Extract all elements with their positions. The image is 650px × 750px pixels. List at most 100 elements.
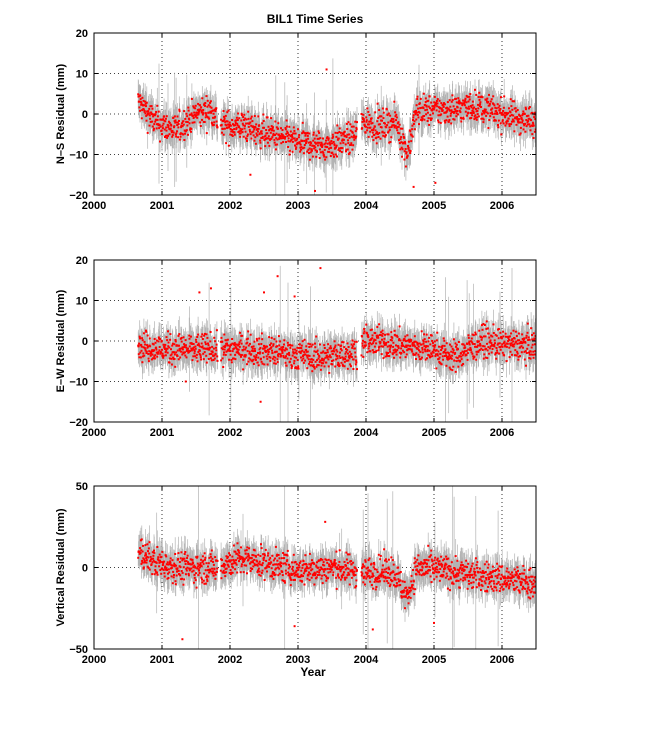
data-point [341,576,344,579]
data-point [485,578,488,581]
data-point [140,103,143,106]
data-point [230,130,233,133]
data-point [260,132,263,135]
data-point [532,582,535,585]
data-point [188,122,191,125]
data-point [415,104,418,107]
data-point [233,128,236,130]
data-point [227,144,230,147]
data-point [352,144,355,147]
data-point [294,561,297,563]
data-point [460,569,463,572]
data-point [276,358,279,361]
data-point [154,341,157,344]
data-point [160,572,163,575]
data-point [151,573,154,576]
data-point [480,324,483,327]
data-point [489,339,492,342]
data-point [296,346,299,349]
data-point [152,113,155,116]
data-point [325,559,328,562]
data-point [197,574,200,577]
data-point [272,577,275,580]
data-point [307,141,310,144]
data-point [323,564,326,567]
data-point [443,103,446,106]
outlier-point [371,628,374,631]
data-point [514,330,517,333]
data-point [167,120,170,123]
data-point [185,567,188,570]
data-point [172,564,175,567]
data-point [390,344,392,347]
data-point [308,579,311,582]
data-point [479,571,482,574]
data-point [328,355,330,358]
data-point [278,348,281,350]
data-point [182,120,185,123]
data-point [472,110,475,113]
data-point [455,115,458,118]
data-point [155,127,158,130]
data-point [194,566,197,569]
data-point [282,356,285,359]
data-point [447,352,450,355]
data-point [512,329,515,332]
data-point [226,126,229,129]
data-point [436,353,439,356]
data-point [432,105,435,108]
data-point [384,343,387,346]
data-point [163,346,166,349]
data-point [236,542,239,545]
data-point [326,146,329,149]
data-point [153,127,155,130]
data-point [214,577,217,580]
data-point [510,342,513,345]
data-point [476,561,479,564]
data-point [146,110,149,113]
data-point [230,563,233,566]
data-point [418,571,420,574]
data-point [518,339,521,342]
data-point [389,114,392,117]
data-point [212,570,215,573]
data-point [174,133,177,136]
data-point [190,112,193,115]
data-point [187,563,190,565]
data-point [258,337,261,340]
data-point [204,347,207,350]
data-point [296,359,299,361]
data-point [382,576,385,579]
data-point [384,355,387,358]
data-point [284,569,287,572]
data-point [241,558,244,561]
data-point [252,134,255,137]
data-point [182,123,185,126]
data-point [372,129,375,131]
data-point [419,358,422,361]
data-point [196,562,199,565]
data-point [519,573,521,575]
data-point [164,343,167,346]
data-point [355,361,358,364]
data-point [410,134,413,137]
data-point [398,132,401,135]
data-point [460,355,463,358]
data-point [366,129,369,132]
data-point [495,347,498,349]
data-point [334,344,337,347]
data-point [421,565,424,568]
data-point [435,349,438,352]
data-point [339,131,342,134]
data-point [248,352,251,355]
data-point [179,574,182,577]
data-point [347,359,350,362]
data-point [413,593,416,596]
data-point [371,334,374,337]
data-point [393,329,396,332]
data-point [161,567,163,570]
data-point [531,334,533,336]
data-point [499,331,502,334]
data-point [406,154,409,157]
data-point [447,355,450,358]
